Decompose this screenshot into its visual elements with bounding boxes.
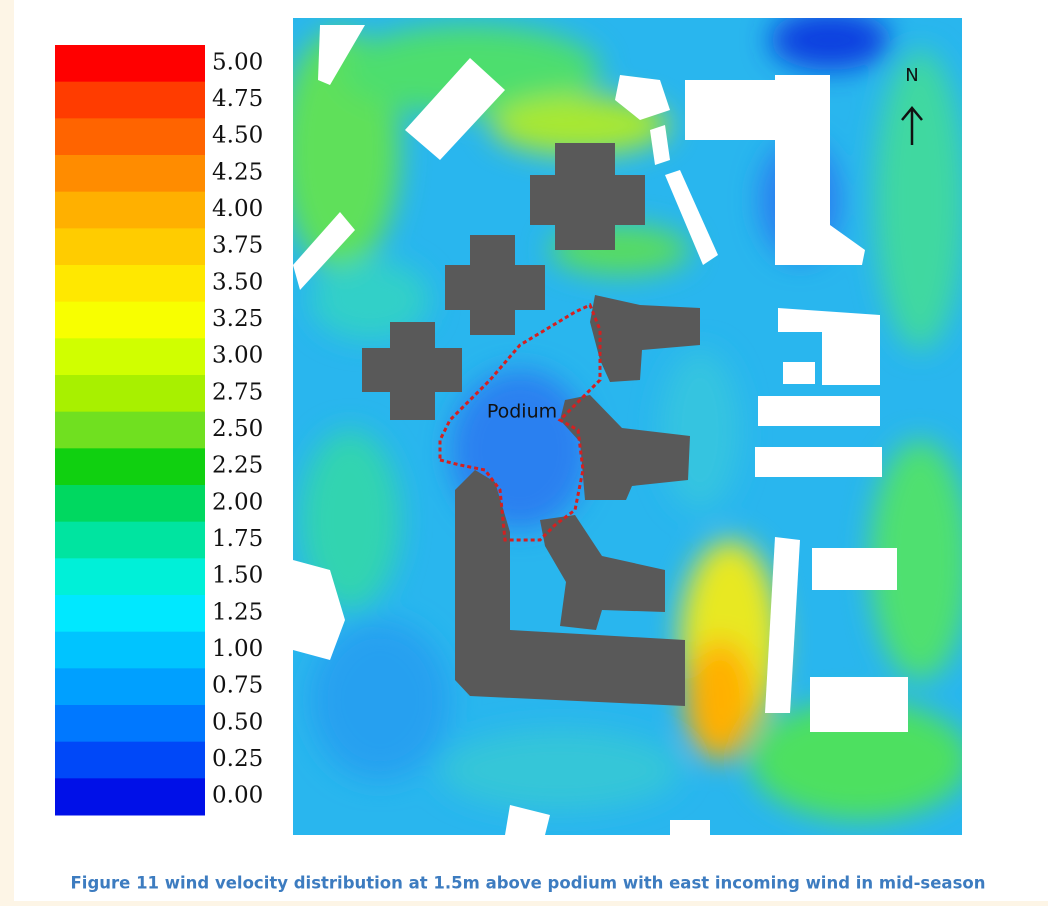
legend-cell: [55, 412, 205, 449]
legend-cell: [55, 485, 205, 522]
page: 5.00 4.75 4.50 4.25 4.00 3.75 3.50 3.25 3.00 2.75…: [14, 0, 1048, 901]
legend-cell: [55, 558, 205, 595]
legend-cell: [55, 302, 205, 339]
legend-tick-label: 1.75: [212, 526, 263, 552]
figure-caption: Figure 11 wind velocity distribution at …: [71, 874, 986, 893]
legend-tick-label: 4.25: [212, 159, 263, 185]
figure: 5.00 4.75 4.50 4.25 4.00 3.75 3.50 3.25 3.00 2.75…: [14, 0, 1048, 901]
legend-tick-label: 0.00: [212, 783, 263, 809]
north-label: N: [905, 65, 918, 86]
legend-tick-label: 3.50: [212, 269, 263, 295]
legend-tick-label: 1.50: [212, 563, 263, 589]
legend-cell: [55, 522, 205, 559]
legend-cell: [55, 338, 205, 375]
legend-cell: [55, 448, 205, 485]
legend-tick-label: 3.75: [212, 233, 263, 259]
legend-tick-label: 0.75: [212, 673, 263, 699]
legend-cell: [55, 45, 205, 82]
legend-tick-label: 2.50: [212, 416, 263, 442]
legend-tick-label: 4.75: [212, 86, 263, 112]
legend-cell: [55, 375, 205, 412]
legend-cell: [55, 155, 205, 192]
legend-tick-label: 1.25: [212, 599, 263, 625]
color-legend: 5.00 4.75 4.50 4.25 4.00 3.75 3.50 3.25 3.00 2.75…: [55, 45, 263, 816]
wind-map: Podium N: [280, 10, 970, 835]
legend-tick-label: 2.75: [212, 379, 263, 405]
legend-tick-label: 4.00: [212, 196, 263, 222]
legend-cell: [55, 118, 205, 155]
legend-cell: [55, 705, 205, 742]
legend-tick-label: 3.00: [212, 343, 263, 369]
legend-tick-label: 0.50: [212, 709, 263, 735]
legend-cell: [55, 82, 205, 119]
legend-tick-label: 0.25: [212, 746, 263, 772]
legend-cell: [55, 595, 205, 632]
legend-tick-label: 4.50: [212, 123, 263, 149]
legend-cell: [55, 228, 205, 265]
podium-label: Podium: [487, 401, 557, 423]
legend-cell: [55, 778, 205, 815]
legend-cell: [55, 742, 205, 779]
legend-tick-label: 2.00: [212, 489, 263, 515]
legend-cell: [55, 632, 205, 669]
legend-cell: [55, 192, 205, 229]
legend-tick-label: 5.00: [212, 49, 263, 75]
legend-cell: [55, 265, 205, 302]
legend-tick-label: 1.00: [212, 636, 263, 662]
legend-cell: [55, 668, 205, 705]
legend-tick-label: 2.25: [212, 453, 263, 479]
legend-tick-label: 3.25: [212, 306, 263, 332]
